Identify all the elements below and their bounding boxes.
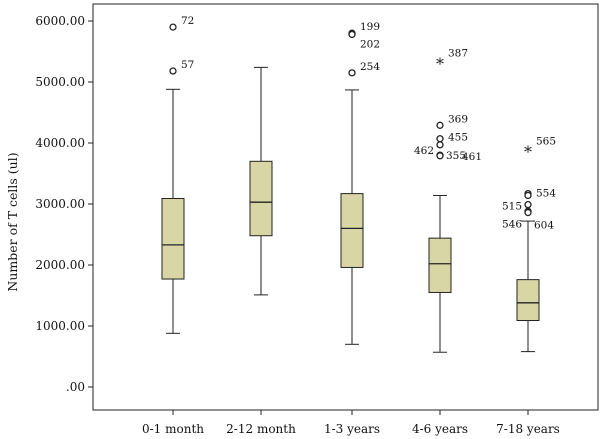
outlier-circle [436,141,444,149]
outlier-circle [524,208,532,217]
plot-frame [92,3,599,411]
outlier-label: 515 [502,201,522,213]
outlier-circle [348,30,356,39]
x-axis: 0-1 month 2-12 month 1-3 years 4-6 years 7-1… [142,410,560,436]
outlier-label: 565 [536,135,556,147]
outlier-label: 461 [462,151,482,163]
outlier-label: 72 [181,15,194,27]
outlier-label: 57 [181,59,194,71]
outlier-label: 254 [360,61,380,73]
box-iqr [340,193,364,268]
x-tick-label: 7-18 years [496,422,560,436]
outlier-circle [436,121,444,129]
outlier-circle [436,152,444,160]
y-tick-label: 2000.00 [35,258,85,272]
extreme-star-marker: * [524,142,532,161]
y-tick-label: 4000.00 [35,136,85,150]
outlier-label: 604 [534,220,554,232]
extreme-star-marker: * [436,54,444,73]
outlier-label: 387 [448,47,468,59]
outlier-label: 369 [448,113,468,125]
y-tick-label: 6000.00 [35,14,85,28]
x-tick-label: 1-3 years [324,422,380,436]
box-iqr [516,279,540,322]
x-tick-label: 4-6 years [412,422,468,436]
outlier-label: 199 [360,21,380,33]
outlier-label: 462 [414,145,434,157]
outlier-circle [348,69,356,77]
y-tick-label: 5000.00 [35,75,85,89]
box-iqr [161,198,185,280]
box-2-12-month [249,66,273,296]
outlier-circle [524,200,532,209]
y-tick-label: 1000.00 [35,319,85,333]
box-iqr [428,237,452,293]
outlier-circle [169,23,177,31]
outlier-label: 355 [446,150,466,162]
y-tick-label: 3000.00 [35,197,85,211]
outlier-label: 202 [360,38,380,50]
y-axis-title: Number of T cells (ul) [5,152,20,291]
outlier-label: 455 [448,132,468,144]
box-7-18-years: * 565 554 515 546 604 [502,135,556,353]
outlier-label: 554 [536,188,556,200]
box-0-1-month: 72 57 [161,15,194,334]
outlier-circle [524,191,532,200]
outlier-circle [169,67,177,75]
x-tick-label: 2-12 month [226,422,296,436]
box-iqr [249,160,273,237]
box-1-3-years: 199 202 254 [340,21,380,345]
outlier-circle [436,135,444,143]
y-tick-label: .00 [66,380,85,394]
x-tick-label: 0-1 month [142,422,204,436]
outlier-label: 546 [502,218,522,230]
y-axis: .00 1000.00 2000.00 3000.00 4000.00 5000.00 60… [35,14,93,394]
